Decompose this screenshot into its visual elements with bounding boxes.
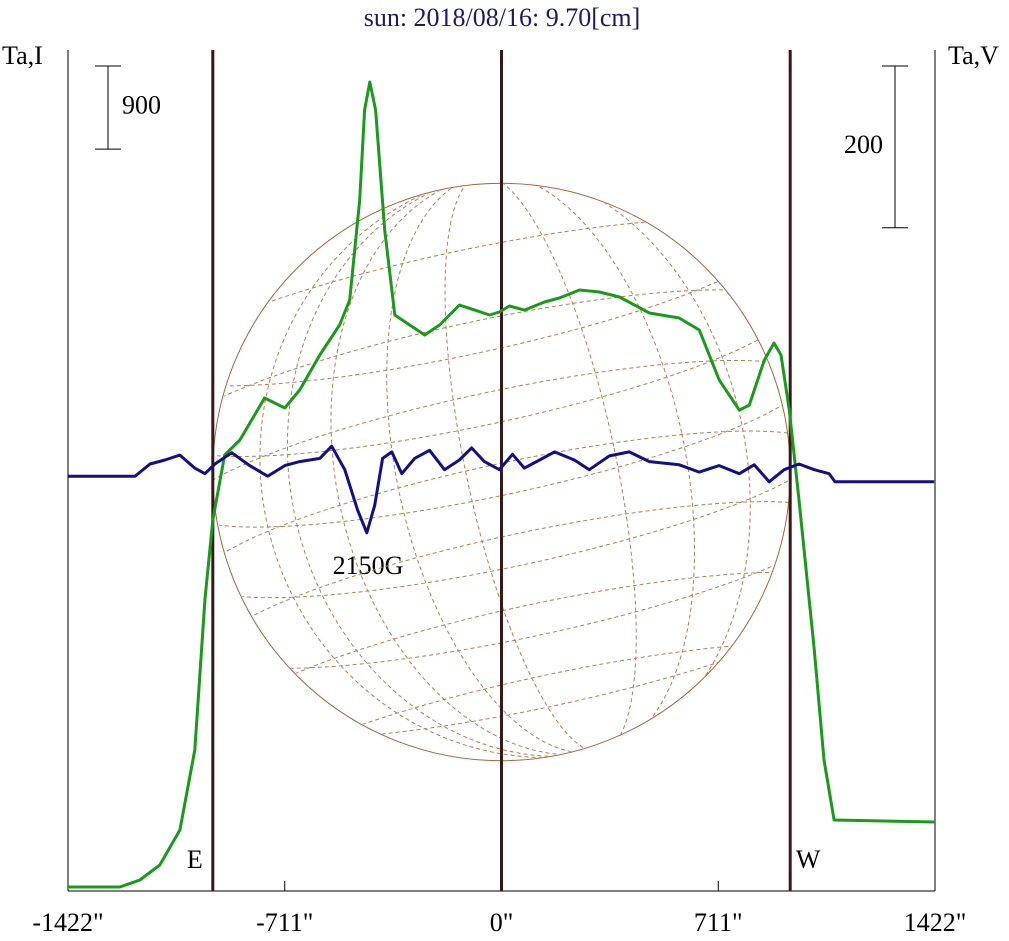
meridian bbox=[286, 184, 790, 757]
meridian bbox=[386, 184, 696, 754]
scale-bar-label: 200 bbox=[844, 130, 883, 159]
x-tick-label: -711" bbox=[256, 908, 313, 937]
limb-label: E bbox=[187, 845, 203, 874]
parallel bbox=[214, 359, 790, 528]
scale-bar-label: 900 bbox=[122, 91, 161, 120]
series-line bbox=[68, 80, 935, 889]
parallel bbox=[214, 430, 790, 599]
x-tick-label: 1422" bbox=[904, 908, 967, 937]
x-tick-label: 711" bbox=[694, 908, 743, 937]
series-line bbox=[68, 444, 935, 535]
parallel bbox=[214, 289, 790, 457]
y2-axis-label: Ta,V bbox=[948, 41, 999, 70]
parallel bbox=[229, 571, 790, 740]
y-axis-label: Ta,I bbox=[2, 41, 43, 70]
limb-label: W bbox=[796, 845, 821, 874]
parallel bbox=[244, 642, 790, 760]
x-tick-label: -1422" bbox=[32, 908, 103, 937]
x-tick-label: 0" bbox=[490, 908, 514, 937]
parallel bbox=[214, 501, 790, 669]
meridian bbox=[259, 184, 790, 759]
chart-title: sun: 2018/08/16: 9.70[cm] bbox=[364, 3, 641, 32]
parallel bbox=[214, 218, 777, 387]
annotation: 2150G bbox=[333, 551, 404, 580]
